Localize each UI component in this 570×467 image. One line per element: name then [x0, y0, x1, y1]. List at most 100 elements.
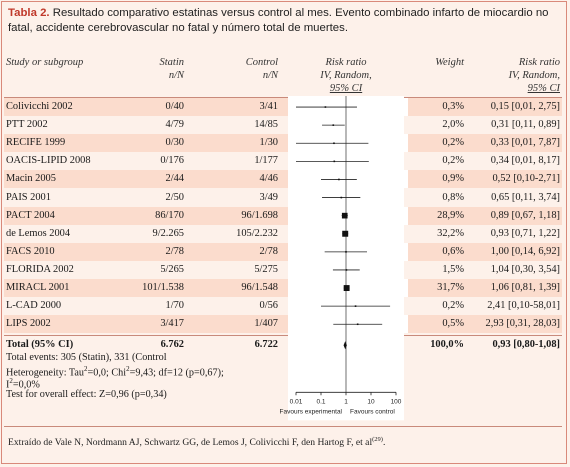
control-events: 0/56	[259, 300, 278, 312]
risk-ratio-value: 2,41 [0,10-58,01]	[487, 300, 560, 312]
risk-ratio-value: 2,93 [0,31, 28,03]	[485, 318, 560, 330]
x-tick-label: 1	[344, 398, 348, 405]
header-rr: Risk ratio IV, Random, 95% CI	[466, 56, 560, 95]
weight-value: 0,3%	[442, 101, 464, 112]
header-statin-unit: n/N	[168, 70, 184, 81]
total-row: Total (95% CI) 6.762 6.722 100,0% 0,93 [0,80…	[6, 336, 562, 354]
statin-events: 0/40	[165, 101, 184, 112]
statin-events: 0/30	[165, 137, 184, 149]
x-tick-label: 100	[391, 398, 402, 405]
header-rr-title: Risk ratio	[518, 57, 560, 68]
source-end: .	[382, 437, 386, 449]
weight-value: 0,5%	[442, 318, 464, 330]
total-rule	[4, 335, 562, 337]
weight-value: 0,2%	[442, 300, 464, 312]
effect-marker	[338, 178, 340, 181]
control-events: 96/1.548	[241, 282, 278, 293]
header-study: Study or subgroup	[6, 57, 84, 68]
table-row: LIPS 2002 3/417 1/407 0,5% 2,93 [0,31, 28,03…	[6, 315, 562, 333]
risk-ratio-value: 1,06 [0,81, 1,39]	[490, 282, 560, 293]
study-name: de Lemos 2004	[6, 227, 71, 239]
table-row: RECIFE 1999 0/30 1/30 0,2% 0,33 [0,01, 7,87]	[6, 134, 562, 152]
header-rr-plot: Risk ratio IV, Random, 95% CI	[300, 56, 392, 95]
effect-marker	[354, 305, 357, 307]
table-row: PTT 2002 4/79 14/85 2,0% 0,31 [0,11, 0,89]	[6, 116, 562, 134]
source-text: Extraído de Vale N, Nordmann AJ, Schwart…	[8, 437, 373, 449]
risk-ratio-value: 0,65 [0,11, 3,74]	[491, 191, 560, 203]
control-events: 1/30	[259, 137, 278, 149]
weight-value: 0,2%	[442, 137, 464, 149]
statin-events: 5/265	[160, 263, 184, 275]
weight-value: 2,0%	[442, 119, 464, 131]
statin-events: 2/50	[165, 191, 184, 203]
weight-value: 32,2%	[437, 227, 464, 239]
weight-value: 28,9%	[437, 209, 464, 221]
study-name: Macin 2005	[6, 173, 56, 185]
study-name: Colivicchi 2002	[6, 101, 73, 112]
total-statin-events: 6.762	[160, 339, 184, 351]
weight-value: 31,7%	[437, 282, 464, 293]
study-name: FLORIDA 2002	[6, 263, 74, 275]
risk-ratio-value: 0,15 [0,01, 2,75]	[490, 101, 560, 112]
bottom-rule	[4, 426, 562, 427]
table-caption-text: Resultado comparativo estatinas versus c…	[8, 7, 549, 34]
study-name: PACT 2004	[6, 209, 55, 221]
header-control-unit: n/N	[262, 70, 278, 81]
table-row: de Lemos 2004 9/2.265 105/2.232 32,2% 0,93 […	[6, 225, 562, 243]
footnote-i2-label: I	[6, 379, 10, 391]
control-events: 2/78	[259, 245, 278, 257]
footnote-heterogeneity-df: =9,43; df=12 (p=0,67);	[129, 367, 224, 379]
header-rr-plot-method: IV, Random,	[320, 70, 372, 81]
study-name: LIPS 2002	[6, 318, 51, 330]
footnote-sup-i2: 2	[9, 377, 13, 385]
table-label: Tabla 2.	[8, 7, 50, 19]
favours-control-label: Favours control	[350, 408, 395, 415]
table-row: FLORIDA 2002 5/265 5/275 1,5% 1,04 [0,30, 3,…	[6, 261, 562, 279]
table-row: OACIS-LIPID 2008 0/176 1/177 0,2% 0,34 [0,01…	[6, 152, 562, 170]
risk-ratio-value: 1,00 [0,14, 6,92]	[490, 245, 560, 257]
header-rr-plot-title: Risk ratio	[325, 57, 367, 68]
weight-value: 1,5%	[442, 263, 464, 275]
source-note: Extraído de Vale N, Nordmann AJ, Schwart…	[8, 436, 385, 448]
header-rr-method: IV, Random,	[508, 70, 560, 81]
weight-value: 0,9%	[442, 173, 464, 185]
weight-value: 0,8%	[442, 191, 464, 203]
header-control-title: Control	[245, 57, 278, 68]
control-events: 3/49	[259, 191, 278, 203]
footnote-heterogeneity-chi: =0,0; Chi	[87, 367, 127, 379]
effect-marker	[345, 251, 347, 253]
footnote-heterogeneity-tau: Heterogeneity: Tau	[6, 367, 85, 379]
risk-ratio-value: 0,52 [0,10-2,71]	[492, 173, 560, 185]
study-name: MIRACL 2001	[6, 282, 70, 293]
study-name: OACIS-LIPID 2008	[6, 155, 91, 167]
table-row: Colivicchi 2002 0/40 3/41 0,3% 0,15 [0,01, 2…	[6, 98, 562, 116]
risk-ratio-value: 0,93 [0,71, 1,22]	[490, 227, 560, 239]
study-name: RECIFE 1999	[6, 137, 66, 149]
statin-events: 1/70	[165, 300, 184, 312]
effect-marker	[332, 124, 335, 126]
footnote-i2: I2=0,0%	[6, 376, 40, 391]
statin-events: 3/417	[160, 318, 184, 330]
table-row: L-CAD 2000 1/70 0/56 0,2% 2,41 [0,10-58,01]	[6, 297, 562, 315]
effect-marker	[342, 230, 349, 237]
footnote-heterogeneity: Heterogeneity: Tau2=0,0; Chi2=9,43; df=1…	[6, 364, 224, 379]
effect-marker	[341, 212, 348, 219]
favours-experimental-label: Favours experimental	[280, 408, 343, 415]
footnote-sup-chi: 2	[126, 365, 130, 373]
footnote-sup-tau: 2	[84, 365, 88, 373]
total-risk-ratio-value: 0,93 [0,80-1,08]	[492, 339, 560, 351]
header-weight: Weight	[435, 57, 464, 68]
risk-ratio-value: 1,04 [0,30, 3,54]	[490, 263, 560, 275]
control-events: 4/46	[259, 173, 278, 185]
study-name: PAIS 2001	[6, 191, 51, 203]
table-row: MIRACL 2001 101/1.538 96/1.548 31,7% 1,06 [0…	[6, 279, 562, 297]
header-statin: Statin n/N	[126, 56, 184, 82]
risk-ratio-value: 0,33 [0,01, 7,87]	[490, 137, 560, 149]
footnote-i2-value: =0,0%	[12, 379, 40, 391]
effect-marker	[356, 323, 359, 326]
table-row: PAIS 2001 2/50 3/49 0,8% 0,65 [0,11, 3,74]	[6, 189, 562, 207]
effect-marker	[333, 142, 335, 145]
x-tick-label: 10	[367, 398, 375, 405]
control-events: 5/275	[254, 263, 278, 275]
